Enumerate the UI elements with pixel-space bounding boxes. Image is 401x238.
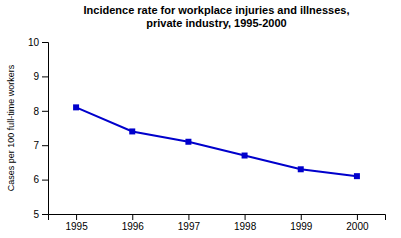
tick-label: 10 bbox=[28, 37, 40, 48]
tick-label: 8 bbox=[33, 106, 39, 117]
tick-mark bbox=[132, 214, 133, 220]
tick-label: 6 bbox=[33, 174, 39, 185]
tick-mark bbox=[42, 180, 48, 181]
marker bbox=[242, 153, 248, 159]
tick: 2000 bbox=[346, 214, 369, 232]
tick-label: 1998 bbox=[234, 221, 257, 232]
y-axis: 5 6 7 8 9 10 bbox=[28, 37, 49, 220]
axis-line bbox=[42, 43, 49, 215]
line bbox=[76, 107, 357, 176]
x-axis: 1995 1996 1997 1998 1999 2000 bbox=[49, 214, 386, 232]
tick: 5 bbox=[33, 209, 48, 220]
series bbox=[73, 104, 360, 179]
tick-label: 1997 bbox=[178, 221, 201, 232]
marker bbox=[73, 104, 79, 110]
tick-mark bbox=[245, 214, 246, 220]
tick: 1996 bbox=[122, 214, 145, 232]
tick-label: 7 bbox=[33, 140, 39, 151]
marker bbox=[185, 139, 191, 145]
marker bbox=[354, 173, 360, 179]
tick: 7 bbox=[33, 140, 48, 151]
title-line: private industry, 1995-2000 bbox=[146, 17, 286, 29]
tick-mark bbox=[76, 214, 77, 220]
tick-mark bbox=[42, 76, 48, 77]
tick-label: 1995 bbox=[65, 221, 88, 232]
axis-line bbox=[49, 215, 386, 221]
tick: 1995 bbox=[65, 214, 88, 232]
tick-mark bbox=[42, 42, 48, 43]
title: Incidence rate for workplace injuries an… bbox=[84, 4, 350, 29]
tick-mark bbox=[188, 214, 189, 220]
tick-label: 1999 bbox=[290, 221, 313, 232]
tick: 1998 bbox=[234, 214, 257, 232]
tick: 9 bbox=[33, 71, 48, 82]
tick-mark bbox=[42, 214, 48, 215]
tick: 1997 bbox=[178, 214, 201, 232]
tick: 1999 bbox=[290, 214, 313, 232]
tick-label: 5 bbox=[33, 209, 39, 220]
chart: 1995 1996 1997 1998 1999 2000 5 6 7 8 9 10 Incidence… bbox=[0, 0, 401, 238]
tick: 8 bbox=[33, 106, 48, 117]
title-line: Incidence rate for workplace injuries an… bbox=[84, 4, 350, 16]
tick-label: 1996 bbox=[122, 221, 145, 232]
tick-label: 9 bbox=[33, 71, 39, 82]
tick-label: 2000 bbox=[346, 221, 369, 232]
y-axis-title: Cases per 100 full-time workers bbox=[6, 64, 16, 191]
marker bbox=[298, 166, 304, 172]
tick: 10 bbox=[28, 37, 48, 48]
tick-mark bbox=[357, 214, 358, 220]
marker bbox=[129, 128, 135, 134]
tick-mark bbox=[42, 111, 48, 112]
tick-mark bbox=[301, 214, 302, 220]
plot: 1995 1996 1997 1998 1999 2000 5 6 7 8 9 10 bbox=[28, 37, 386, 232]
tick: 6 bbox=[33, 174, 48, 185]
tick-mark bbox=[42, 145, 48, 146]
